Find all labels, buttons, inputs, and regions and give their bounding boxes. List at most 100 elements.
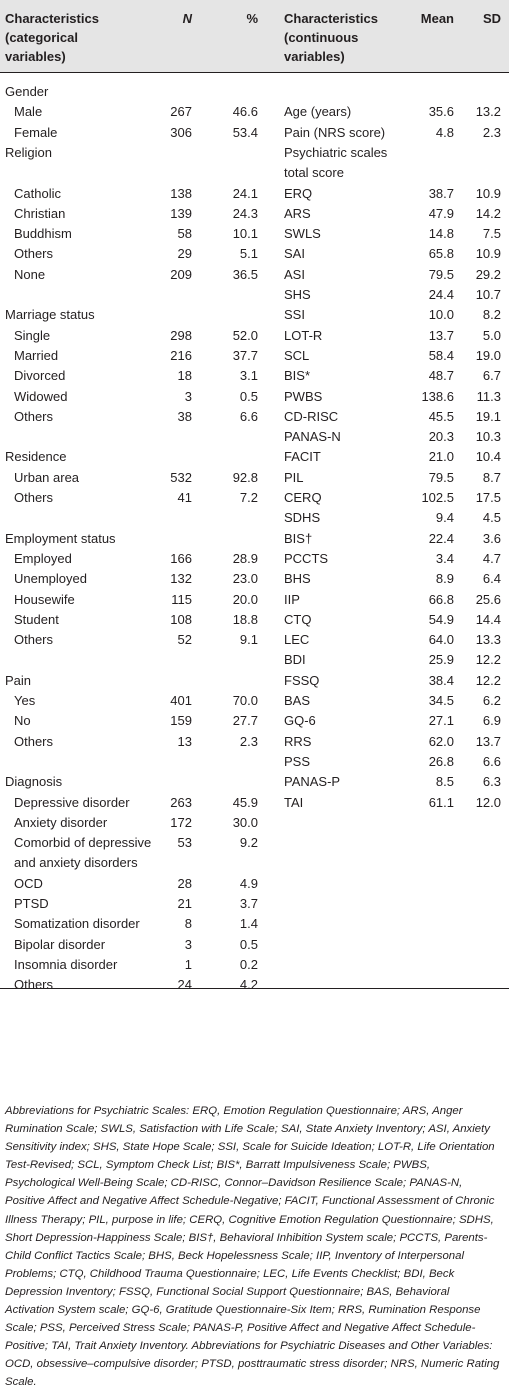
- mean-value: 14.8: [428, 226, 454, 242]
- continuous-row: FSSQ 38.4 12.2: [279, 671, 509, 691]
- row-label: No: [14, 713, 31, 729]
- row-label: Others: [14, 632, 54, 648]
- row-label: PANAS-N: [284, 429, 341, 445]
- categorical-row: Yes 401 70.0: [0, 691, 270, 711]
- mean-value: 64.0: [428, 632, 454, 648]
- mean-value: 3.4: [435, 550, 454, 566]
- mean-value: 8.5: [435, 774, 454, 790]
- sd-value: 6.9: [482, 713, 501, 729]
- continuous-row: [279, 82, 509, 102]
- sd-value: 13.2: [475, 104, 501, 120]
- row-label: PWBS: [284, 388, 323, 404]
- categorical-row: Married 216 37.7: [0, 346, 270, 366]
- row-label: Depressive disorder: [14, 794, 130, 810]
- mean-value: 138.6: [421, 388, 454, 404]
- n-value: 172: [170, 814, 192, 830]
- row-label: Urban area: [14, 469, 80, 485]
- sd-value: 10.9: [475, 246, 501, 262]
- row-label: Psychiatric scales: [284, 144, 388, 160]
- row-label: Others: [14, 733, 54, 749]
- row-label: Pain: [5, 672, 32, 688]
- row-label: Employed: [14, 550, 72, 566]
- percent-value: 18.8: [232, 611, 258, 627]
- row-label: TAI: [284, 794, 304, 810]
- percent-value: 10.1: [232, 226, 258, 242]
- n-value: 159: [170, 713, 192, 729]
- sd-value: 8.7: [482, 469, 501, 485]
- categorical-row: Employment status: [0, 529, 270, 549]
- sd-value: 4.5: [482, 510, 501, 526]
- mean-value: 8.9: [435, 571, 454, 587]
- categorical-row: [0, 285, 270, 305]
- continuous-row: BHS 8.9 6.4: [279, 569, 509, 589]
- mean-value: 25.9: [428, 652, 454, 668]
- categorical-row: Insomnia disorder 1 0.2: [0, 955, 270, 975]
- n-value: 209: [170, 266, 192, 282]
- left-header-line1: Characteristics: [5, 11, 99, 26]
- row-label: SCL: [284, 347, 310, 363]
- continuous-row: PANAS-P 8.5 6.3: [279, 772, 509, 792]
- continuous-row: LOT-R 13.7 5.0: [279, 326, 509, 346]
- sd-value: 10.4: [475, 449, 501, 465]
- left-header-line2: (categorical: [5, 30, 78, 45]
- mean-value: 21.0: [428, 449, 454, 465]
- n-value: 38: [177, 408, 192, 424]
- n-value: 24: [177, 977, 192, 993]
- sd-value: 10.9: [475, 185, 501, 201]
- sd-value: 8.2: [482, 307, 501, 323]
- percent-value: 37.7: [232, 347, 258, 363]
- mean-value: 24.4: [428, 287, 454, 302]
- right-header-title: Characteristics (continuous variables): [284, 9, 378, 66]
- row-label: LEC: [284, 632, 310, 648]
- row-label: Age (years): [284, 104, 352, 120]
- continuous-row: Pain (NRS score) 4.8 2.3: [279, 123, 509, 143]
- continuous-row: SCL 58.4 19.0: [279, 346, 509, 366]
- sd-value: 7.5: [482, 226, 501, 242]
- categorical-row: [0, 752, 270, 772]
- sd-value: 29.2: [475, 266, 501, 282]
- row-label: Pain (NRS score): [284, 124, 386, 140]
- mean-value: 79.5: [428, 469, 454, 485]
- percent-value: 0.5: [239, 936, 258, 952]
- percent-value: 23.0: [232, 571, 258, 587]
- mean-value: 66.8: [428, 591, 454, 607]
- row-label: and anxiety disorders: [14, 855, 138, 871]
- sd-value: 13.3: [475, 632, 501, 648]
- sd-value: 12.2: [475, 672, 501, 688]
- percent-value: 20.0: [232, 591, 258, 607]
- row-label: Religion: [5, 144, 52, 160]
- categorical-row: Catholic 138 24.1: [0, 184, 270, 204]
- percent-value: 24.3: [232, 205, 258, 221]
- mean-value: 27.1: [428, 713, 454, 729]
- percent-value: 9.1: [239, 632, 258, 648]
- row-label: Male: [14, 104, 43, 120]
- categorical-row: Depressive disorder 263 45.9: [0, 793, 270, 813]
- continuous-row: SSI 10.0 8.2: [279, 305, 509, 325]
- categorical-row: Others 41 7.2: [0, 488, 270, 508]
- row-label: Anxiety disorder: [14, 814, 108, 830]
- categorical-row: Anxiety disorder 172 30.0: [0, 813, 270, 833]
- continuous-row: SWLS 14.8 7.5: [279, 224, 509, 244]
- n-value: 3: [184, 936, 192, 952]
- categorical-row: Employed 166 28.9: [0, 549, 270, 569]
- sd-value: 17.5: [475, 490, 501, 505]
- mean-value: 54.9: [428, 611, 454, 627]
- n-value: 532: [170, 469, 192, 485]
- row-label: PSS: [284, 753, 311, 769]
- categorical-row: Comorbid of depressive 53 9.2: [0, 833, 270, 853]
- mean-value: 34.5: [428, 693, 454, 708]
- row-label: CERQ: [284, 490, 322, 505]
- sd-value: 14.4: [475, 611, 501, 627]
- row-label: CTQ: [284, 611, 312, 627]
- categorical-row: Residence: [0, 447, 270, 467]
- right-header-line1: Characteristics: [284, 11, 378, 26]
- row-label: Gender: [5, 84, 49, 99]
- mean-value: 48.7: [428, 368, 454, 384]
- sd-value: 6.4: [482, 571, 501, 587]
- mean-value: 79.5: [428, 266, 454, 282]
- continuous-row: BIS* 48.7 6.7: [279, 366, 509, 386]
- percent-value: 24.1: [232, 185, 258, 201]
- categorical-row: Single 298 52.0: [0, 326, 270, 346]
- continuous-row: BAS 34.5 6.2: [279, 691, 509, 711]
